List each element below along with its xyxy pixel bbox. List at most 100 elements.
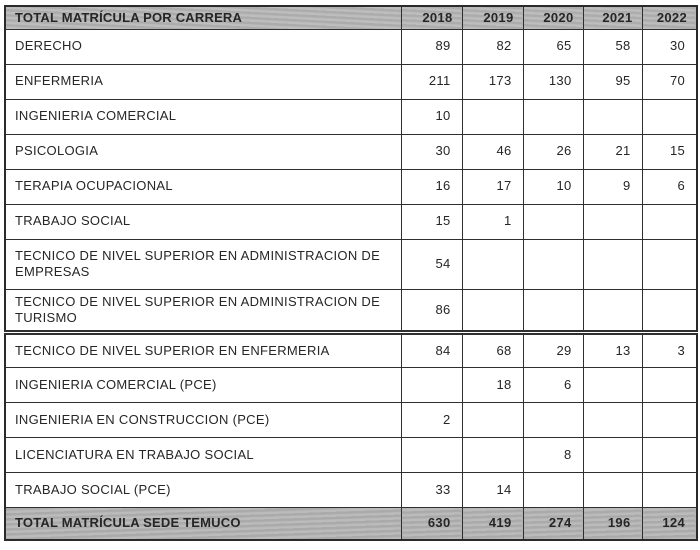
year-header-2018: 2018 (400, 5, 463, 30)
value-cell (582, 402, 643, 438)
value-cell (641, 367, 698, 403)
value-cell: 89 (400, 28, 463, 65)
value-cell (641, 402, 698, 438)
value-cell (461, 98, 524, 135)
table-row: INGENIERIA EN CONSTRUCCION (PCE) 2 (4, 402, 698, 438)
value-cell: 173 (461, 63, 524, 100)
value-cell: 17 (461, 168, 524, 205)
value-cell: 3 (641, 330, 698, 368)
table-row: DERECHO 89 82 65 58 30 (4, 28, 698, 65)
value-cell (461, 437, 524, 473)
table-row: TECNICO DE NIVEL SUPERIOR EN ADMINISTRAC… (4, 288, 698, 333)
value-cell: 58 (582, 28, 643, 65)
table-row: TRABAJO SOCIAL (PCE) 33 14 (4, 472, 698, 508)
career-name: PSICOLOGIA (4, 133, 402, 170)
table-row: PSICOLOGIA 30 46 26 21 15 (4, 133, 698, 170)
value-cell (582, 238, 643, 290)
total-label: TOTAL MATRÍCULA SEDE TEMUCO (4, 507, 402, 540)
value-cell (522, 238, 584, 290)
value-cell (582, 98, 643, 135)
table-row: TERAPIA OCUPACIONAL 16 17 10 9 6 (4, 168, 698, 205)
career-name: DERECHO (4, 28, 402, 65)
table-row: TECNICO DE NIVEL SUPERIOR EN ENFERMERIA … (4, 330, 698, 368)
value-cell (582, 437, 643, 473)
value-cell: 33 (400, 472, 463, 508)
value-cell: 16 (400, 168, 463, 205)
value-cell: 65 (522, 28, 584, 65)
value-cell: 26 (522, 133, 584, 170)
total-value: 124 (641, 507, 698, 540)
table-row: TECNICO DE NIVEL SUPERIOR EN ADMINISTRAC… (4, 238, 698, 290)
value-cell (582, 203, 643, 240)
value-cell: 9 (582, 168, 643, 205)
value-cell (641, 238, 698, 290)
career-name: TECNICO DE NIVEL SUPERIOR EN ADMINISTRAC… (4, 238, 402, 290)
enrollment-table: TOTAL MATRÍCULA POR CARRERA 2018 2019 20… (4, 5, 698, 541)
value-cell (522, 98, 584, 135)
table-title: TOTAL MATRÍCULA POR CARRERA (4, 5, 402, 30)
value-cell (641, 437, 698, 473)
value-cell (582, 472, 643, 508)
total-value: 274 (522, 507, 584, 540)
value-cell (641, 288, 698, 333)
value-cell: 10 (522, 168, 584, 205)
value-cell: 6 (522, 367, 584, 403)
value-cell: 10 (400, 98, 463, 135)
value-cell (582, 288, 643, 333)
value-cell: 15 (400, 203, 463, 240)
value-cell (522, 472, 584, 508)
table-total-row: TOTAL MATRÍCULA SEDE TEMUCO 630 419 274 … (4, 507, 698, 540)
career-name: ENFERMERIA (4, 63, 402, 100)
value-cell: 86 (400, 288, 463, 333)
value-cell: 15 (641, 133, 698, 170)
value-cell (461, 402, 524, 438)
value-cell: 46 (461, 133, 524, 170)
total-value: 196 (582, 507, 643, 540)
career-name: LICENCIATURA EN TRABAJO SOCIAL (4, 437, 402, 473)
value-cell (522, 288, 584, 333)
value-cell (522, 402, 584, 438)
value-cell (582, 367, 643, 403)
career-name: TECNICO DE NIVEL SUPERIOR EN ADMINISTRAC… (4, 288, 402, 333)
value-cell (641, 472, 698, 508)
year-header-2020: 2020 (522, 5, 584, 30)
career-name: TRABAJO SOCIAL (PCE) (4, 472, 402, 508)
value-cell: 84 (400, 330, 463, 368)
value-cell (522, 203, 584, 240)
year-header-2021: 2021 (582, 5, 643, 30)
table-header-row: TOTAL MATRÍCULA POR CARRERA 2018 2019 20… (4, 5, 698, 30)
career-name: TERAPIA OCUPACIONAL (4, 168, 402, 205)
value-cell (400, 437, 463, 473)
value-cell (641, 98, 698, 135)
total-value: 630 (400, 507, 463, 540)
table-row: ENFERMERIA 211 173 130 95 70 (4, 63, 698, 100)
value-cell (461, 288, 524, 333)
value-cell: 130 (522, 63, 584, 100)
table-row: INGENIERIA COMERCIAL (PCE) 18 6 (4, 367, 698, 403)
value-cell (641, 203, 698, 240)
value-cell: 211 (400, 63, 463, 100)
career-name: TECNICO DE NIVEL SUPERIOR EN ENFERMERIA (4, 330, 402, 368)
total-value: 419 (461, 507, 524, 540)
value-cell: 30 (400, 133, 463, 170)
value-cell (461, 238, 524, 290)
value-cell: 70 (641, 63, 698, 100)
value-cell: 6 (641, 168, 698, 205)
value-cell: 54 (400, 238, 463, 290)
table-row: LICENCIATURA EN TRABAJO SOCIAL 8 (4, 437, 698, 473)
value-cell: 2 (400, 402, 463, 438)
table-row: TRABAJO SOCIAL 15 1 (4, 203, 698, 240)
value-cell: 8 (522, 437, 584, 473)
value-cell: 82 (461, 28, 524, 65)
career-name: INGENIERIA COMERCIAL (4, 98, 402, 135)
value-cell: 29 (522, 330, 584, 368)
value-cell: 21 (582, 133, 643, 170)
career-name: TRABAJO SOCIAL (4, 203, 402, 240)
career-name: INGENIERIA EN CONSTRUCCION (PCE) (4, 402, 402, 438)
value-cell: 1 (461, 203, 524, 240)
value-cell: 18 (461, 367, 524, 403)
year-header-2022: 2022 (641, 5, 698, 30)
value-cell: 13 (582, 330, 643, 368)
value-cell: 95 (582, 63, 643, 100)
